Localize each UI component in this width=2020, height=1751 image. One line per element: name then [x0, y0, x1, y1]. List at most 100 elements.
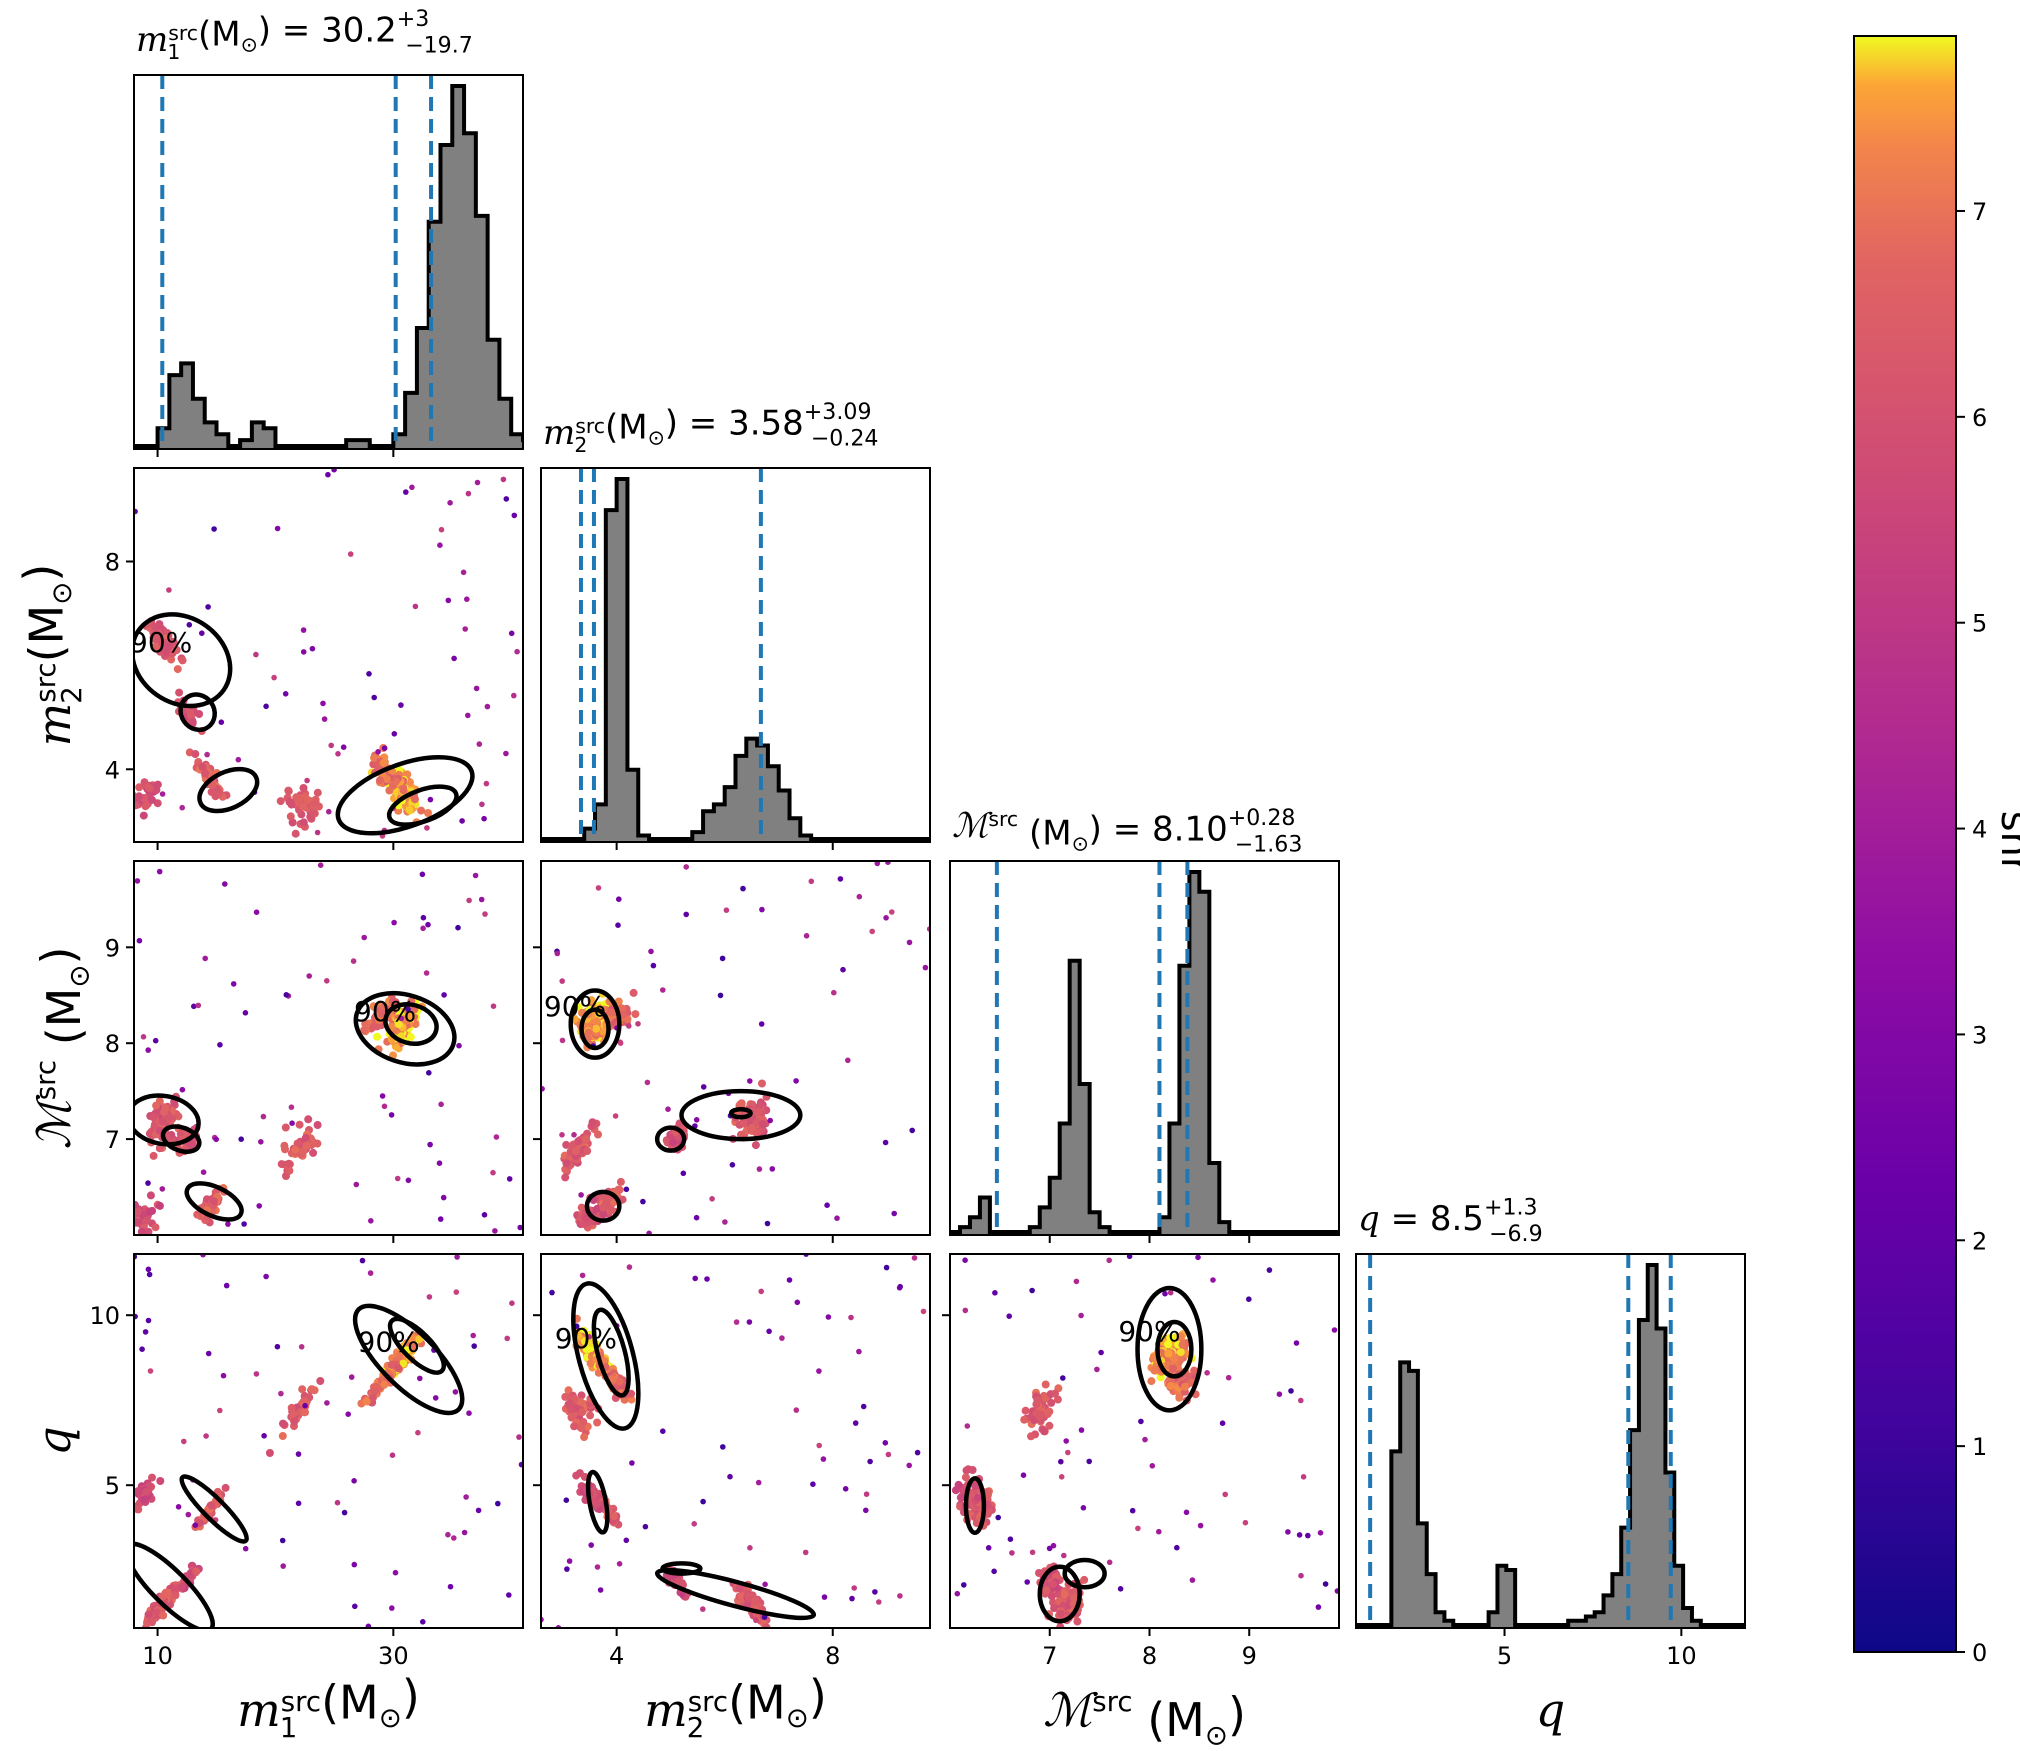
- outlier-point: [271, 674, 277, 681]
- outlier-point: [186, 622, 193, 628]
- sample-point: [562, 1140, 571, 1149]
- outlier-point: [238, 1136, 244, 1142]
- outlier-point: [205, 1350, 212, 1357]
- colorbar-tick-label: 5: [1972, 610, 1987, 638]
- sample-point: [198, 762, 207, 771]
- outlier-point: [185, 1511, 192, 1518]
- sample-point: [737, 1592, 746, 1601]
- outlier-point: [1061, 1552, 1067, 1559]
- outlier-point: [181, 1438, 187, 1445]
- unit: (M: [37, 988, 91, 1060]
- outlier-point: [995, 1514, 1001, 1521]
- subscript: 2: [687, 1711, 705, 1744]
- outlier-point: [578, 1192, 584, 1198]
- outlier-point: [1285, 1529, 1291, 1535]
- colorbar-gradient: [1853, 35, 1957, 1653]
- subscript: 2: [55, 686, 88, 704]
- sample-point: [178, 656, 187, 665]
- outlier-point: [1065, 1449, 1071, 1456]
- outlier-point: [851, 1585, 857, 1591]
- sample-point: [135, 792, 144, 801]
- panel-content: 90%: [541, 1254, 927, 1628]
- contour-90: [179, 1474, 249, 1544]
- sample-point: [618, 1004, 627, 1013]
- outlier-point: [769, 1166, 776, 1172]
- sample-point: [302, 1141, 311, 1150]
- panel-frame: [133, 74, 524, 450]
- outlier-point: [420, 925, 426, 932]
- outlier-point: [253, 909, 260, 915]
- title-minus: −19.7: [405, 33, 473, 59]
- panel-q-q: 5 10: [1355, 1253, 1746, 1670]
- sample-point: [119, 811, 127, 819]
- sample-point: [593, 1204, 602, 1213]
- outlier-point: [1029, 1549, 1036, 1556]
- contour-label: 90%: [555, 1322, 617, 1355]
- outlier-point: [612, 1113, 619, 1119]
- sample-point: [298, 1385, 307, 1394]
- outlier-point: [289, 1120, 295, 1126]
- outlier-point: [863, 1491, 870, 1497]
- outlier-point: [747, 1545, 753, 1551]
- sample-point: [586, 1359, 595, 1368]
- sample-point: [747, 1124, 756, 1132]
- sample-point: [304, 1115, 313, 1124]
- outlier-point: [500, 476, 507, 483]
- outlier-point: [1080, 1505, 1087, 1511]
- sample-point: [291, 1145, 299, 1154]
- sample-point: [137, 1227, 146, 1235]
- outlier-point: [441, 992, 447, 998]
- unit-close: ): [1089, 809, 1102, 849]
- sample-point: [303, 795, 312, 804]
- outlier-point: [347, 551, 354, 557]
- sample-point: [1056, 1609, 1065, 1618]
- sample-point: [957, 1493, 966, 1502]
- colorbar-tick-label: 2: [1972, 1227, 1987, 1255]
- outlier-point: [1293, 1340, 1300, 1346]
- sample-point: [615, 1377, 624, 1386]
- outlier-point: [166, 587, 172, 593]
- outlier-point: [1189, 1577, 1196, 1583]
- outlier-point: [758, 1288, 764, 1295]
- unit: (M: [713, 1676, 785, 1730]
- outlier-point: [351, 1561, 358, 1568]
- sample-point: [600, 1192, 609, 1201]
- sample-point: [751, 1596, 760, 1605]
- sample-point: [177, 1583, 186, 1592]
- symbol: m: [237, 1683, 281, 1737]
- outlier-point: [717, 992, 724, 999]
- sample-point: [134, 1218, 143, 1227]
- y-tick-label: 10: [89, 1302, 120, 1330]
- outlier-point: [445, 597, 452, 604]
- outlier-point: [222, 881, 228, 887]
- outlier-point: [145, 1180, 151, 1186]
- sample-point: [151, 635, 160, 644]
- outlier-point: [427, 796, 434, 803]
- sample-point: [195, 710, 204, 718]
- outlier-point: [1300, 1474, 1307, 1480]
- y-tick-label: 7: [105, 1126, 120, 1154]
- outlier-point: [445, 1531, 451, 1538]
- sample-point: [417, 806, 426, 815]
- outlier-point: [218, 719, 225, 725]
- sun-symbol: ⊙: [241, 33, 258, 57]
- outlier-point: [300, 649, 307, 655]
- outlier-point: [365, 1623, 372, 1628]
- histogram-fill: [134, 86, 523, 449]
- sample-point: [582, 1134, 591, 1143]
- outlier-point: [368, 1218, 374, 1224]
- contour-90: [353, 991, 457, 1067]
- sample-point: [1166, 1333, 1175, 1342]
- outlier-point: [820, 1456, 827, 1462]
- outlier-point: [328, 742, 335, 749]
- sample-point: [310, 1386, 319, 1395]
- sample-point: [1020, 1415, 1029, 1424]
- outlier-point: [1298, 1572, 1304, 1579]
- outlier-point: [793, 1407, 800, 1413]
- outlier-point: [136, 937, 143, 944]
- outlier-point: [348, 1374, 355, 1380]
- outlier-point: [642, 1523, 649, 1530]
- outlier-point: [740, 885, 746, 892]
- sample-point: [579, 1417, 588, 1426]
